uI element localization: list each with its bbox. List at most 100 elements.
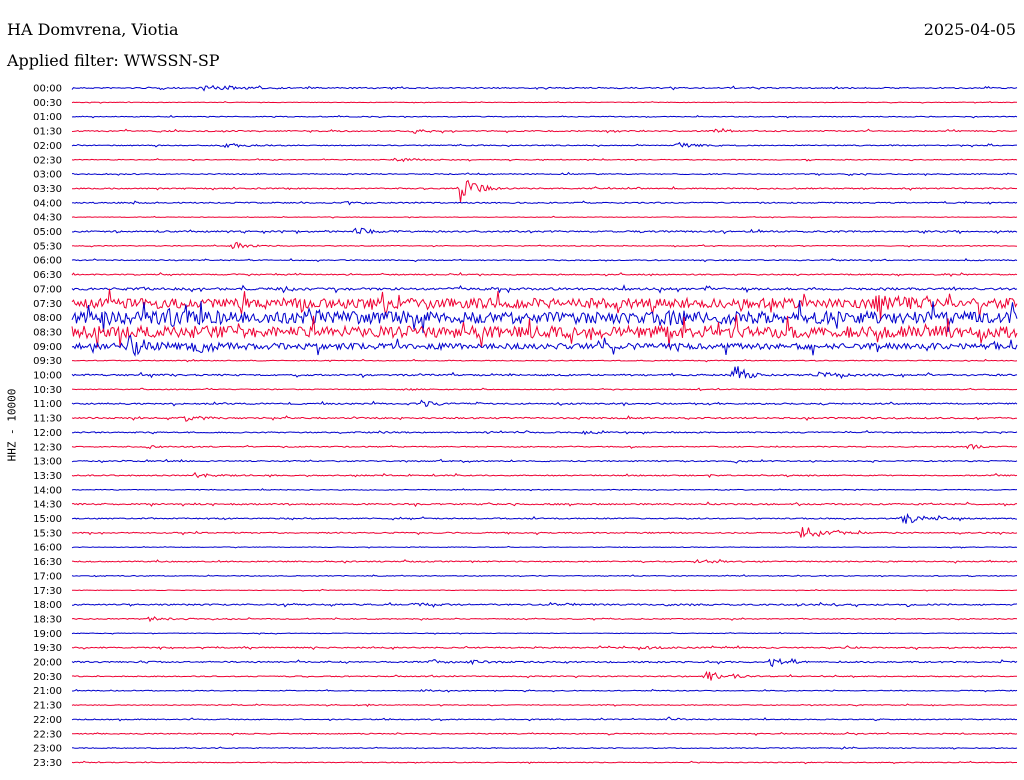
time-tick-label: 21:00 [33,686,62,697]
trace-line [71,141,1017,149]
trace-line [71,601,1018,608]
trace-line [71,284,1018,294]
time-tick-label: 17:30 [33,586,62,597]
trace-line [71,545,1018,549]
time-tick-label: 18:00 [33,600,62,611]
trace-line [71,527,1018,538]
time-tick-label: 13:30 [33,471,62,482]
trace-line [71,501,1018,508]
time-tick-label: 02:30 [33,155,62,166]
trace-line [71,387,1018,392]
trace-line [71,84,1018,92]
time-tick-label: 00:30 [33,98,62,109]
trace-line [71,200,1018,206]
trace-line [71,215,1018,219]
time-tick-label: 23:00 [33,744,62,755]
trace-line [71,703,1018,707]
time-tick-label: 05:00 [33,227,62,238]
time-tick-label: 03:00 [33,170,62,181]
trace-line [71,645,1018,651]
time-tick-label: 10:00 [33,371,62,382]
time-tick-label: 20:30 [33,672,62,683]
trace-line [71,574,1018,578]
time-tick-label: 06:30 [33,270,62,281]
trace-line [71,314,1018,348]
time-tick-label: 12:00 [33,428,62,439]
trace-line [71,227,1018,235]
time-tick-label: 12:30 [33,442,62,453]
time-tick-label: 21:30 [33,701,62,712]
trace-line [71,670,1017,681]
trace-line [71,258,1018,263]
trace-line [71,746,1018,750]
trace-line [71,101,1017,104]
time-tick-label: 15:00 [33,514,62,525]
time-tick-label: 08:30 [33,327,62,338]
trace-line [71,157,1018,163]
trace-line [71,415,1018,422]
trace-line [72,358,1018,363]
time-tick-label: 23:30 [33,758,62,769]
time-tick-label: 09:30 [33,356,62,367]
trace-line [71,616,1018,623]
trace-line [71,471,1018,479]
time-tick-label: 20:00 [33,658,62,669]
trace-line [71,271,1018,278]
trace-line [71,631,1018,635]
time-tick-label: 09:00 [33,342,62,353]
trace-line [71,179,1018,203]
date-label: 2025-04-05 [923,20,1016,39]
trace-line [71,512,1018,524]
time-tick-label: 00:00 [33,84,62,95]
trace-line [72,688,1018,693]
trace-line [71,488,1018,492]
time-tick-label: 05:30 [33,241,62,252]
trace-line [71,716,1018,722]
time-tick-label: 19:30 [33,643,62,654]
time-tick-label: 14:30 [33,500,62,511]
trace-line [71,241,1018,250]
trace-line [72,731,1018,736]
trace-line [71,366,1018,380]
time-tick-label: 01:00 [33,112,62,123]
trace-line [72,171,1018,177]
time-tick-label: 02:00 [33,141,62,152]
time-tick-label: 19:00 [33,629,62,640]
trace-line [71,334,1018,357]
time-tick-label: 06:00 [33,256,62,267]
time-tick-label: 18:30 [33,614,62,625]
time-tick-label: 17:00 [33,571,62,582]
trace-line [71,114,1018,119]
time-tick-label: 01:30 [33,127,62,138]
time-tick-label: 07:30 [33,299,62,310]
time-tick-label: 04:30 [33,213,62,224]
time-tick-label: 15:30 [33,528,62,539]
time-tick-label: 10:30 [33,385,62,396]
trace-line [71,657,1018,668]
station-title: HA Domvrena, Viotia [7,20,179,39]
trace-line [71,429,1018,436]
time-tick-label: 11:30 [33,414,62,425]
time-tick-label: 14:00 [33,485,62,496]
time-tick-label: 16:00 [33,543,62,554]
time-tick-label: 22:30 [33,729,62,740]
trace-line [71,288,1018,322]
time-tick-label: 07:00 [33,284,62,295]
time-tick-label: 13:00 [33,457,62,468]
time-tick-label: 08:00 [33,313,62,324]
time-tick-label: 03:30 [33,184,62,195]
trace-line [71,444,1018,450]
trace-line [71,558,1018,564]
time-tick-label: 16:30 [33,557,62,568]
trace-line [71,588,1018,592]
trace-line [71,399,1018,408]
time-tick-label: 11:00 [33,399,62,410]
filter-label: Applied filter: WWSSN-SP [7,51,220,70]
trace-line [71,760,1017,765]
trace-line [71,458,1018,464]
time-tick-label: 22:00 [33,715,62,726]
trace-line [71,127,1018,134]
time-tick-label: 04:00 [33,198,62,209]
trace-line [71,300,1018,334]
